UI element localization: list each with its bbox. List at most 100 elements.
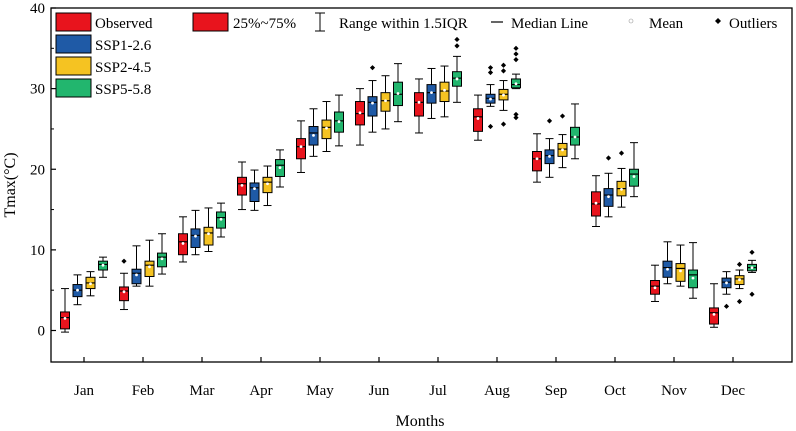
mean-point [253,187,256,191]
mean-point [194,234,197,238]
box-apr [237,161,247,211]
legend-item-median: Median Line [491,16,588,32]
outlier-point [500,68,507,74]
plot-area-border [50,7,793,363]
iqr-box [203,226,214,246]
box-sep [532,133,542,183]
box-feb [144,239,155,287]
legend-label: SSP5-5.8 [95,82,151,98]
iqr-box [296,138,306,160]
outlier-point [546,118,553,124]
mean-point [476,117,480,120]
legend-item-mean: Mean [628,16,684,32]
outlier-point [736,298,743,305]
outlier-point [121,258,127,264]
legend-label: SSP1-2.6 [95,38,152,54]
outlier-point [369,65,376,71]
mean-point [181,242,185,245]
iqr-box [131,268,142,285]
y-axis-label: Tmax(°C) [2,152,19,217]
mean-point [299,145,303,149]
box-aug [511,45,521,121]
mean-point [384,99,387,103]
iqr-box [119,286,129,302]
mean-point [514,82,518,86]
x-tick-label: Jan [74,383,94,399]
outlier-point [723,303,730,309]
box-aug [473,94,483,141]
box-jul [414,78,424,134]
mean-point [101,263,105,267]
outlier-point [618,150,625,156]
x-tick-label: Jul [429,383,447,399]
box-nov [650,264,660,302]
legend-elements-row: 25%~75% Range within 1.5IQR Median Line Mea… [192,12,777,32]
box-sep [544,118,555,178]
outlier-point [487,65,494,71]
mean-point [489,97,492,101]
mean-point [548,154,551,158]
outlier-point [513,57,519,63]
x-tick-label: Apr [249,383,272,399]
box-jan [60,288,70,333]
mean-point [594,201,598,205]
mean-point [89,282,92,286]
box-oct [629,142,639,198]
mean-point [266,182,269,186]
mean-point [725,281,728,285]
outlier-point [749,291,755,297]
plot-frame [50,7,793,363]
mean-point [396,92,400,95]
box-may [296,120,306,173]
box-dec [747,249,757,297]
outlier-point [454,43,460,49]
mean-point [122,290,126,294]
box-oct [591,175,601,227]
y-tick-label: 10 [30,243,45,259]
box-oct [616,150,627,208]
legend-item-ssp2-4-5: SSP2-4.5 [55,56,151,76]
x-tick-label: May [306,383,334,399]
mean-point [325,126,328,130]
box-nov [662,241,673,285]
x-tick-label: Mar [190,383,215,399]
box-apr [249,169,260,211]
y-tick-label: 20 [30,162,45,178]
box-mar [216,202,226,238]
legend-item-ssp1-2-6: SSP1-2.6 [55,34,152,54]
y-tick-label: 40 [30,1,45,17]
x-tick-label: Aug [484,383,510,399]
legend-mean-label: Mean [649,16,684,32]
box-jul [426,67,437,119]
mean-point [219,217,223,221]
x-tick-label: Nov [661,383,687,399]
box-feb [119,258,129,311]
x-axis-label: Months [396,413,445,430]
legend-box-swatch [192,12,229,32]
box-may [334,94,344,147]
mean-point [738,278,741,282]
outlier-point [500,121,507,127]
iqr-box [249,182,260,203]
x-tick-label: Feb [132,383,155,399]
mean-point [63,317,67,320]
outlier-point [513,111,519,118]
box-mar [190,209,201,256]
iqr-box [675,263,686,282]
legend-outlier-marker [715,18,721,24]
series-ssp2-4-5 [85,62,745,305]
outlier-point [736,261,743,267]
box-mar [178,216,188,263]
box-series-group [60,36,757,333]
legend-swatch [55,34,92,54]
box-jun [393,63,403,123]
outlier-point [559,113,566,119]
box-sep [557,113,568,169]
box-jan [85,271,96,297]
x-tick-label: Jun [369,383,390,399]
mean-point [443,88,446,92]
mean-point [278,166,282,170]
box-jul [439,65,450,118]
series-ssp5-5-8 [98,36,757,299]
box-dec [709,283,719,328]
